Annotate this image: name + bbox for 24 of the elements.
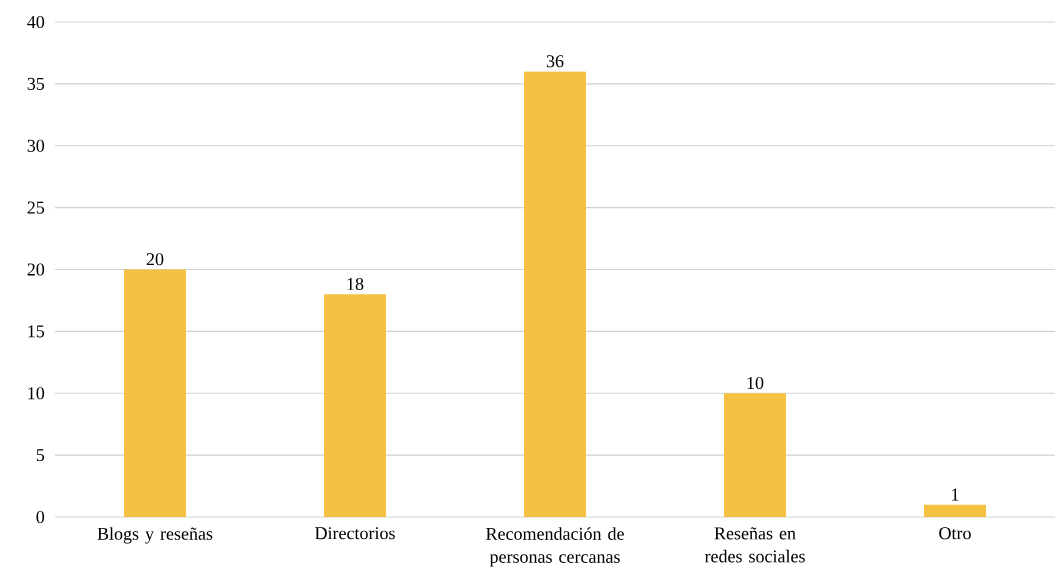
data-label: 1 — [952, 488, 959, 501]
y-tick-label: 40 — [27, 15, 45, 29]
bar — [324, 294, 386, 517]
data-label: 10 — [747, 376, 764, 390]
bar — [124, 269, 186, 517]
y-tick-label: 10 — [28, 387, 45, 400]
data-label: 36 — [546, 55, 564, 68]
x-tick-label: Blogs y reseñas — [97, 527, 213, 544]
x-tick-label: Otro — [939, 527, 971, 540]
y-tick-label: 25 — [27, 201, 45, 214]
y-tick-label: 20 — [27, 263, 45, 276]
data-label: 20 — [146, 253, 164, 266]
x-tick-label: Recomendación de personas cercanas — [486, 527, 624, 567]
y-tick-label: 0 — [36, 510, 45, 524]
y-tick-label: 30 — [27, 139, 45, 152]
bar — [724, 393, 786, 517]
y-tick-label: 5 — [36, 449, 45, 462]
data-label: 18 — [347, 277, 364, 291]
x-tick-label: Directorios — [315, 527, 395, 540]
bar — [924, 504, 986, 517]
y-tick-label: 35 — [27, 77, 45, 90]
x-tick-label: Reseñas en redes sociales — [704, 527, 805, 563]
bar — [524, 71, 586, 517]
y-tick-label: 15 — [28, 325, 45, 338]
